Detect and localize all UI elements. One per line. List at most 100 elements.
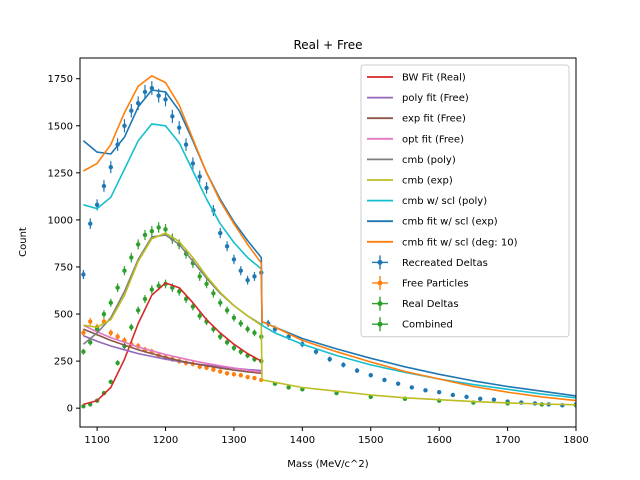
data-point	[211, 291, 216, 296]
data-point	[197, 313, 202, 319]
data-point	[252, 375, 257, 381]
legend-label: cmb w/ scl (poly)	[402, 196, 487, 207]
legend-entry-exp-fit-free: exp fit (Free)	[367, 114, 466, 125]
data-point	[354, 368, 360, 373]
data-point	[238, 321, 243, 326]
legend-label: cmb (poly)	[402, 155, 456, 166]
x-tick-label: 1300	[221, 435, 246, 446]
data-point	[382, 377, 387, 383]
data-point	[101, 183, 107, 189]
data-point	[238, 268, 243, 273]
data-point	[101, 311, 107, 317]
data-point	[224, 244, 230, 249]
data-point	[197, 274, 202, 279]
legend-entry-cmb-w-scl-poly: cmb w/ scl (poly)	[367, 196, 487, 207]
data-point	[135, 100, 141, 106]
data-point	[224, 340, 230, 345]
legend: BW Fit (Real) poly fit (Free) exp fit (Fre…	[360, 64, 570, 338]
data-point	[88, 319, 93, 324]
series-line-cmb-fit-w-scl-deg-10	[83, 75, 576, 402]
data-point	[108, 300, 113, 305]
data-point	[135, 308, 141, 313]
data-point	[149, 229, 155, 234]
data-point	[218, 334, 223, 339]
data-point	[218, 300, 223, 305]
legend-box	[360, 64, 570, 338]
data-point	[94, 202, 100, 208]
data-point	[149, 85, 155, 91]
legend-entry-recreated-deltas: Recreated Deltas	[372, 255, 488, 270]
legend-swatch-marker	[377, 301, 383, 307]
data-point	[81, 349, 86, 354]
series-line-opt-fit-free	[83, 324, 262, 373]
legend-entry-combined: Combined	[372, 317, 453, 332]
data-point	[197, 364, 202, 369]
data-point	[224, 308, 230, 313]
legend-label: opt fit (Free)	[402, 134, 464, 145]
data-point	[81, 404, 86, 409]
legend-label: cmb fit w/ scl (exp)	[402, 217, 498, 228]
data-point	[190, 161, 196, 166]
legend-label: Recreated Deltas	[402, 258, 488, 269]
axes-frame	[79, 57, 577, 428]
data-point	[156, 225, 161, 230]
legend-swatch-marker	[377, 321, 383, 327]
series-line-cmb-fit-w-scl-exp	[82, 89, 576, 397]
x-tick-label: 1800	[563, 435, 588, 446]
data-point	[231, 257, 237, 262]
data-point	[204, 185, 209, 191]
data-point	[478, 396, 483, 401]
data-point	[252, 274, 257, 279]
data-point	[341, 362, 346, 368]
legend-entry-poly-fit-free: poly fit (Free)	[367, 93, 469, 104]
x-tick-label: 1600	[426, 435, 451, 446]
data-point	[211, 367, 216, 372]
legend-label: cmb (exp)	[402, 176, 453, 187]
data-point	[122, 123, 127, 128]
data-point	[115, 285, 120, 290]
series-line-bw-fit-real	[83, 282, 262, 406]
data-point	[142, 89, 148, 95]
data-point	[218, 369, 223, 374]
y-tick-label: 1500	[48, 121, 73, 132]
legend-label: Combined	[402, 320, 453, 331]
data-point	[409, 385, 415, 390]
legend-label: poly fit (Free)	[402, 93, 469, 104]
data-point	[183, 142, 189, 147]
data-point	[245, 374, 250, 380]
data-point	[81, 330, 86, 336]
data-point	[245, 277, 250, 283]
data-point	[142, 296, 148, 302]
data-point	[129, 325, 134, 330]
data-point	[108, 379, 113, 385]
data-point	[156, 283, 161, 289]
data-point	[108, 330, 113, 336]
data-point	[170, 285, 175, 290]
data-point	[88, 221, 93, 226]
y-tick-label: 1000	[48, 215, 73, 226]
data-point	[252, 330, 257, 336]
y-tick-label: 250	[54, 357, 73, 368]
x-tick-label: 1500	[358, 435, 383, 446]
y-axis-label: Count	[18, 227, 29, 257]
data-point	[156, 93, 161, 98]
legend-label: Free Particles	[402, 279, 469, 290]
data-point	[436, 389, 442, 395]
series-combined	[81, 222, 576, 408]
data-point	[122, 268, 127, 273]
x-tick-label: 1200	[153, 435, 178, 446]
x-tick-label: 1100	[84, 435, 109, 446]
data-point	[177, 289, 182, 294]
legend-entry-cmb-fit-w-scl-deg-10: cmb fit w/ scl (deg: 10)	[367, 237, 518, 248]
legend-swatch-marker	[377, 280, 383, 286]
data-point	[464, 394, 469, 400]
plot-area	[81, 75, 576, 409]
data-point	[129, 108, 134, 113]
data-point	[163, 97, 168, 102]
data-point	[108, 164, 113, 170]
x-tick-label: 1400	[290, 435, 315, 446]
data-point	[94, 326, 100, 332]
legend-swatch-marker	[377, 259, 383, 265]
legend-label: exp fit (Free)	[402, 114, 466, 125]
